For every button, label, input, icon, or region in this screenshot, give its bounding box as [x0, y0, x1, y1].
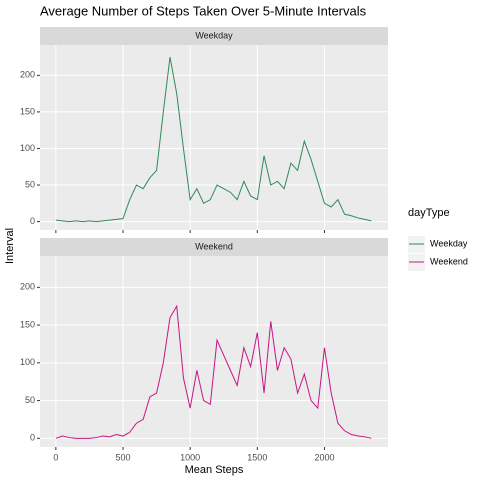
y-axis-label: Interval — [4, 228, 16, 264]
panel — [40, 256, 388, 447]
y-tick-label: 0 — [30, 216, 35, 226]
series-line — [55, 304, 372, 439]
y-tick-label: 100 — [20, 357, 35, 367]
y-tick-label: 100 — [20, 143, 35, 153]
strip — [40, 27, 388, 45]
y-tick-label: 150 — [20, 106, 35, 116]
strip — [40, 238, 388, 256]
x-tick-label: 1500 — [247, 452, 267, 462]
x-tick-label: 0 — [53, 452, 58, 462]
x-tick-label: 2000 — [314, 452, 334, 462]
strip-label: Weekday — [195, 30, 233, 40]
y-tick-label: 50 — [25, 395, 35, 405]
chart-title: Average Number of Steps Taken Over 5-Min… — [40, 3, 367, 18]
legend-title: dayType — [408, 207, 450, 219]
y-tick-label: 200 — [20, 70, 35, 80]
legend-label: Weekend — [430, 256, 468, 266]
y-tick-label: 150 — [20, 319, 35, 329]
y-tick-label: 200 — [20, 282, 35, 292]
x-tick-label: 1000 — [180, 452, 200, 462]
y-tick-label: 50 — [25, 179, 35, 189]
legend-label: Weekday — [430, 238, 468, 248]
series-line — [55, 56, 372, 223]
x-tick-label: 500 — [115, 452, 130, 462]
x-axis-label: Mean Steps — [185, 464, 244, 476]
y-tick-label: 0 — [30, 433, 35, 443]
strip-label: Weekend — [195, 241, 233, 251]
